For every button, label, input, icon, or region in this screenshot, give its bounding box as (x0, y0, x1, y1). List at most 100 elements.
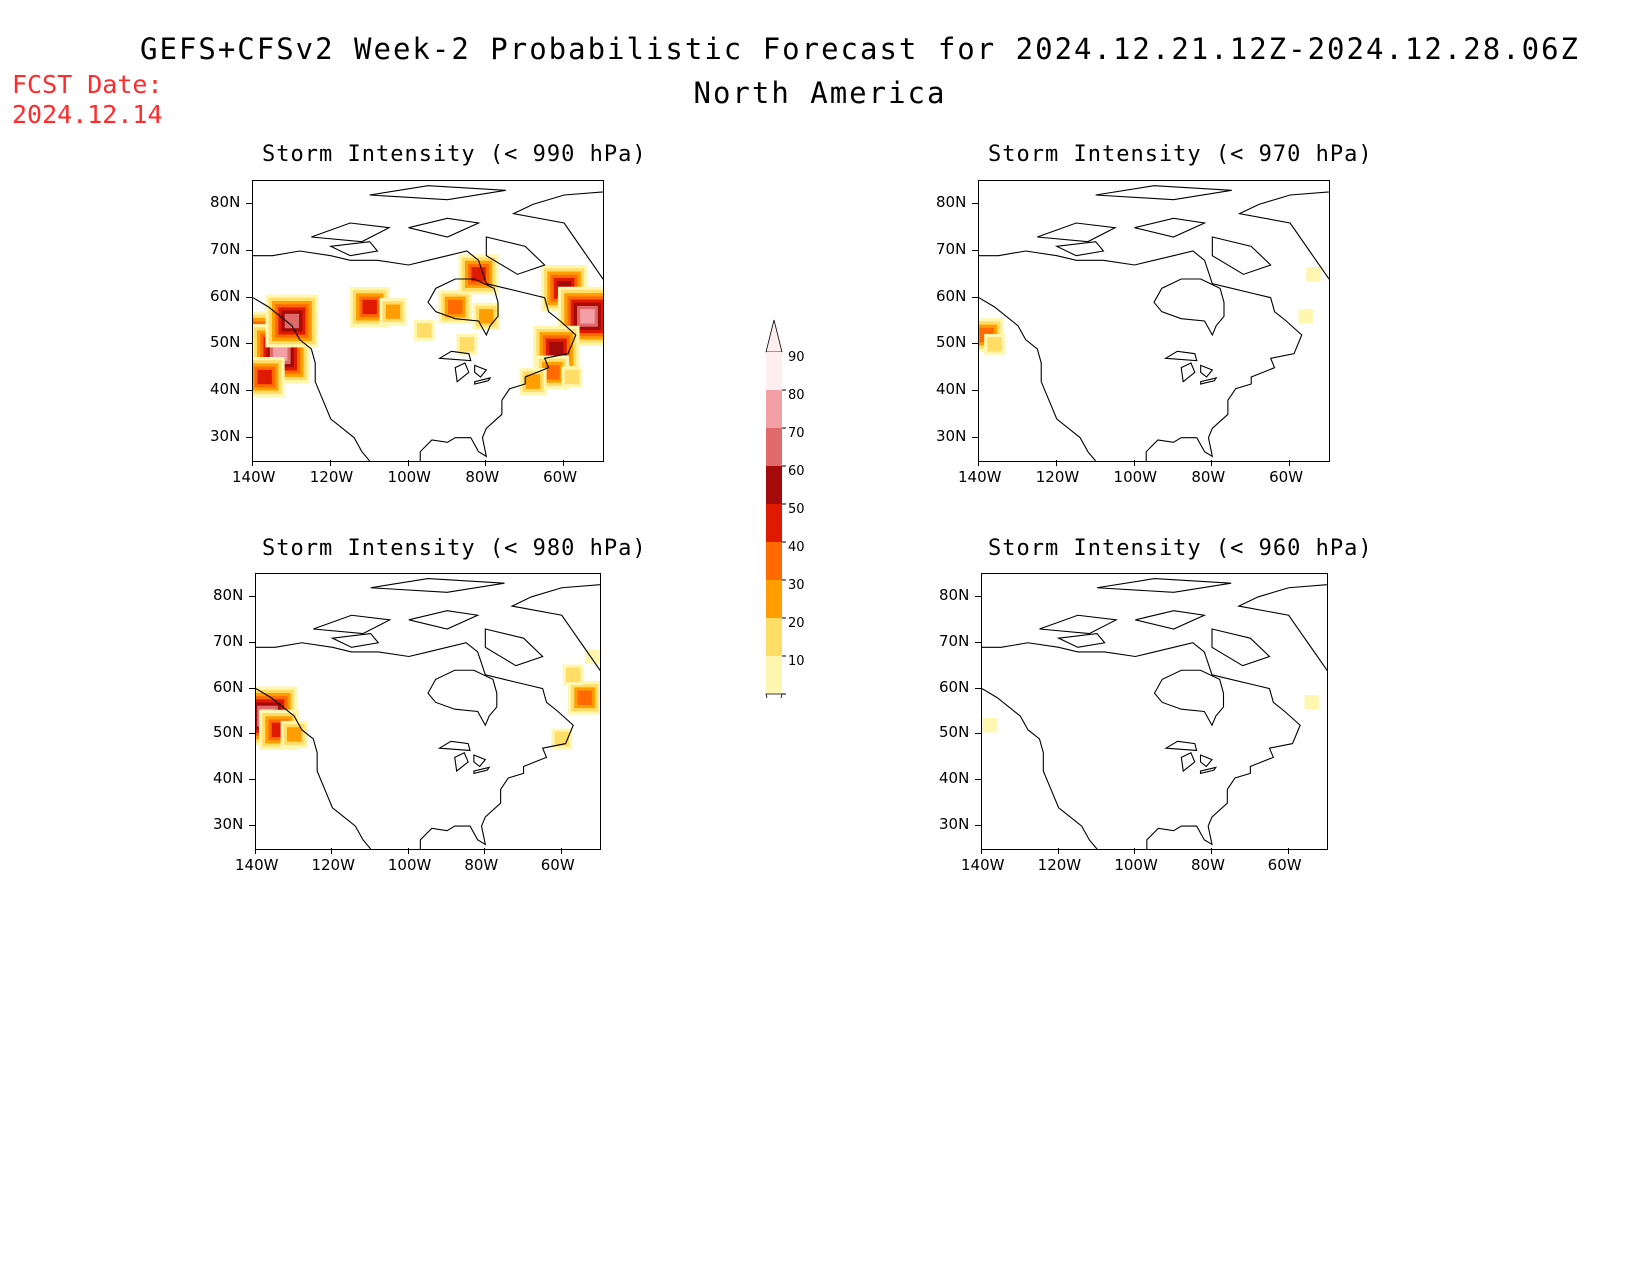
map-canvas (256, 578, 600, 849)
lon-tick-label: 120W (1035, 468, 1080, 486)
island-outline (311, 222, 391, 243)
island-outline (1037, 222, 1117, 243)
lake-outline (474, 377, 492, 385)
lat-tick-label: 60N (210, 286, 241, 305)
lon-tick (560, 848, 562, 854)
lat-tick-label: 40N (936, 380, 967, 398)
lake-outline (1180, 752, 1196, 773)
probability-cell (577, 690, 592, 705)
lat-tick-label: 30N (939, 815, 970, 834)
island-outline (328, 241, 379, 257)
lat-tick (975, 825, 981, 827)
lon-tick-label: 60W (1269, 468, 1304, 486)
lon-tick-label: 80W (464, 856, 499, 874)
panel-title-960: Storm Intensity (< 960 hPa) (988, 536, 1373, 561)
probability-cell (554, 731, 569, 747)
coastline-west (982, 688, 1098, 849)
lake-outline (454, 752, 469, 773)
probability-cell (585, 649, 600, 664)
colorbar: 90 80 70 60 50 40 30 20 10 (760, 318, 820, 698)
lat-tick (972, 296, 978, 298)
map-canvas (253, 185, 603, 461)
lon-tick (1287, 848, 1289, 854)
panel-title-990: Storm Intensity (< 990 hPa) (262, 142, 647, 167)
lon-tick (1133, 460, 1135, 466)
lat-tick-label: 40N (939, 769, 970, 788)
lake-outline (1180, 362, 1196, 383)
lat-tick-label: 60N (939, 677, 970, 696)
hudson-bay-outline (1153, 278, 1225, 337)
greenland-outline (510, 584, 600, 671)
lake-outline (454, 362, 470, 383)
lake-outline (474, 364, 488, 378)
lat-tick (249, 825, 255, 827)
colorbar-label: 20 (788, 616, 805, 631)
probability-cell (566, 667, 581, 683)
lake-outline (473, 766, 491, 775)
lon-tick-label: 140W (232, 468, 276, 486)
island-outline (313, 614, 392, 635)
probability-cell (545, 365, 560, 380)
colorbar-segment (766, 466, 782, 504)
lat-tick (972, 203, 978, 205)
colorbar-label: 60 (788, 464, 805, 479)
lake-outline (1200, 377, 1218, 385)
lon-tick-label: 80W (465, 468, 500, 486)
island-outline (370, 578, 505, 593)
lon-tick (1211, 460, 1213, 466)
lon-tick (1289, 460, 1291, 466)
lake-outline (1200, 364, 1214, 378)
coastline-west (256, 688, 372, 849)
lon-tick-label: 140W (235, 856, 279, 874)
probability-cell (479, 309, 494, 324)
island-outline (1211, 628, 1271, 667)
lat-tick (972, 390, 978, 391)
colorbar-segment (766, 618, 782, 656)
lon-tick-label: 100W (387, 856, 432, 874)
colorbar-segment (766, 352, 782, 390)
colorbar-label: 80 (788, 388, 805, 403)
lat-tick (249, 641, 255, 643)
lon-tick-label: 80W (1191, 856, 1225, 874)
lat-tick (249, 595, 255, 597)
panel-title-970: Storm Intensity (< 970 hPa) (988, 142, 1373, 167)
colorbar-segment (766, 542, 782, 580)
lon-tick-label: 100W (1114, 856, 1158, 874)
lon-tick-label: 140W (961, 856, 1005, 874)
island-outline (1135, 610, 1207, 630)
lat-tick-label: 70N (939, 631, 970, 650)
map-canvas (982, 578, 1327, 849)
lat-tick (975, 641, 981, 643)
map-panel-980 (255, 573, 601, 850)
map-panel-970 (978, 180, 1330, 462)
island-outline (330, 633, 380, 648)
greenland-outline (1237, 584, 1327, 671)
colorbar-segment (766, 504, 782, 542)
lon-tick (563, 460, 565, 466)
lon-tick (329, 460, 331, 466)
colorbar-label: 70 (788, 426, 805, 441)
probability-cell (1306, 267, 1321, 282)
lat-tick-label: 80N (213, 585, 244, 604)
greenland-outline (511, 191, 603, 280)
lat-tick (975, 779, 981, 781)
lat-tick-label: 40N (210, 380, 241, 398)
island-outline (1056, 633, 1106, 648)
colorbar-top-arrow (765, 319, 783, 353)
lake-outline (1199, 766, 1218, 775)
colorbar-segment (766, 580, 782, 618)
lon-tick-label: 120W (311, 856, 355, 874)
lon-tick-label: 100W (1113, 468, 1158, 486)
greenland-outline (1237, 191, 1329, 280)
lat-tick-label: 30N (936, 426, 967, 445)
lat-tick (246, 250, 252, 251)
lon-tick-label: 80W (1191, 468, 1226, 486)
island-outline (1095, 185, 1232, 201)
probability-cell (1298, 309, 1313, 324)
fcst-date-value: 2024.12.14 (12, 100, 163, 129)
panel-title-980: Storm Intensity (< 980 hPa) (262, 536, 647, 561)
colorbar-label: 90 (788, 350, 805, 365)
probability-cell (1304, 695, 1319, 710)
lon-tick (407, 848, 409, 854)
lat-tick-label: 50N (936, 333, 967, 352)
